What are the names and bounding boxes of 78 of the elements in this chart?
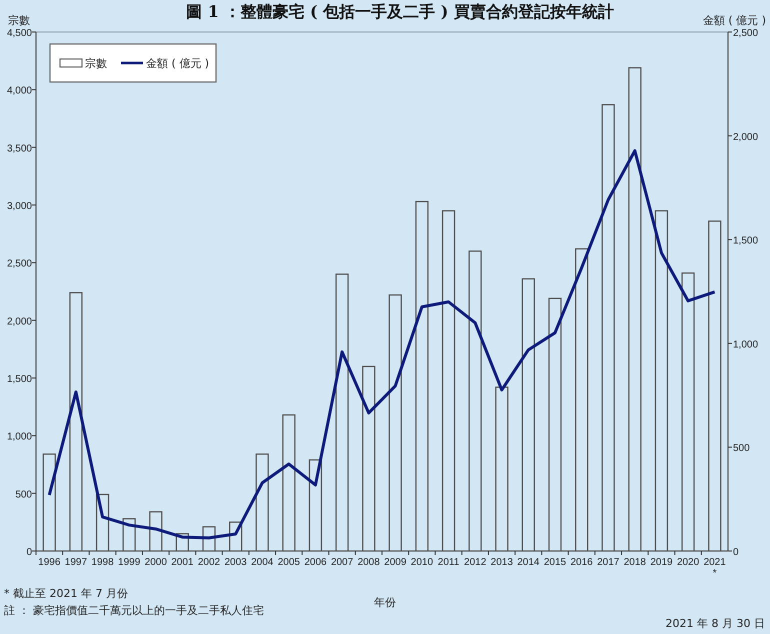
x-tick-label: 2006	[304, 557, 328, 568]
y2-tick-label: 1,500	[733, 236, 758, 247]
bar	[602, 104, 615, 552]
line-series	[48, 149, 716, 540]
bar	[681, 272, 695, 552]
y2-tick-label: 0	[733, 547, 739, 558]
x-tick-label: 2014	[517, 557, 540, 568]
y-tick-label: 500	[15, 489, 32, 500]
x-tick-label: 1997	[64, 557, 88, 568]
y2-tick-label: 500	[733, 443, 750, 454]
x-tick-label: 2004	[251, 557, 274, 568]
bar	[149, 511, 162, 552]
bar	[575, 248, 588, 552]
bar	[468, 250, 482, 552]
y-tick-label: 4,000	[6, 86, 32, 97]
bar	[362, 366, 376, 552]
x-tick-label: 2016	[570, 557, 594, 568]
x-tick-label: 2003	[224, 557, 248, 568]
x-tick-label: 2015	[544, 557, 567, 568]
x-tick-label: 1998	[91, 557, 114, 568]
bar	[96, 494, 110, 552]
y-tick-label: 1,500	[6, 374, 32, 385]
text: * 截止至 2021 年 7 月份	[4, 587, 128, 600]
y-tick-label: 3,500	[6, 143, 32, 154]
x-tick-label: 1999	[118, 557, 141, 568]
bar	[388, 294, 402, 552]
bar	[708, 220, 722, 552]
x-tick-label: 2008	[358, 557, 380, 568]
bar	[442, 210, 456, 552]
x-tick-label: 1996	[38, 557, 61, 568]
bar	[229, 522, 242, 552]
bar	[335, 274, 349, 552]
y-tick-label: 4,500	[6, 28, 32, 39]
x-tick-label: 2011	[438, 557, 460, 568]
x-axis-title: 年份	[374, 596, 396, 609]
bar	[256, 454, 269, 552]
y-tick-label: 2,500	[6, 258, 32, 270]
x-tick-label: 2021 *	[704, 557, 726, 579]
text: 2021 年 8 月 30 日	[666, 617, 765, 630]
x-tick-label: 2000	[144, 557, 168, 568]
y-tick-label: 2,000	[6, 316, 32, 328]
y-axis-title: 宗數	[8, 14, 30, 27]
bar	[495, 386, 508, 552]
y-tick-label: 3,000	[6, 201, 32, 212]
x-tick-label: 2020	[676, 557, 700, 568]
x-tick-label: 2007	[330, 557, 354, 568]
bar	[176, 533, 189, 552]
bar	[654, 210, 668, 552]
x-tick-label: 2002	[198, 557, 221, 568]
bar	[122, 518, 136, 552]
bar	[202, 526, 216, 552]
bar	[308, 459, 322, 552]
x-tick-label: 2017	[597, 557, 620, 568]
bar	[42, 454, 56, 552]
y2-axis-title: 金額 ( 億元 )	[702, 14, 766, 27]
x-tick-label: 2018	[624, 557, 646, 568]
bar	[69, 292, 83, 552]
chart-title: 圖 1 ：整體豪宅 ( 包括一手及二手 ) 買賣合約登記按年統計	[186, 2, 614, 21]
y2-tick-label: 1,000	[733, 339, 758, 350]
x-tick-label: 2012	[464, 557, 487, 568]
x-tick-label: 2001	[171, 557, 194, 568]
x-tick-label: 2013	[490, 557, 514, 568]
y-tick-label: 0	[26, 547, 32, 558]
y-tick-label: 1,000	[6, 432, 32, 443]
text: 註 ： 豪宅指價值二千萬元以上的一手及二手私人住宅	[4, 604, 264, 617]
bar	[282, 414, 296, 552]
legend-label: 宗數	[85, 57, 107, 70]
bar	[548, 298, 562, 552]
bar	[522, 278, 535, 552]
bar	[415, 200, 429, 552]
y2-tick-label: 2,000	[733, 132, 758, 143]
x-tick-label: 2019	[650, 557, 674, 568]
y2-tick-label: 2,500	[733, 28, 758, 39]
bar	[628, 67, 642, 552]
x-tick-label: 2010	[410, 557, 434, 568]
x-tick-label: 2005	[278, 557, 300, 568]
x-tick-label: 2009	[384, 557, 407, 568]
legend-label: 金額 ( 億元 )	[146, 57, 210, 70]
